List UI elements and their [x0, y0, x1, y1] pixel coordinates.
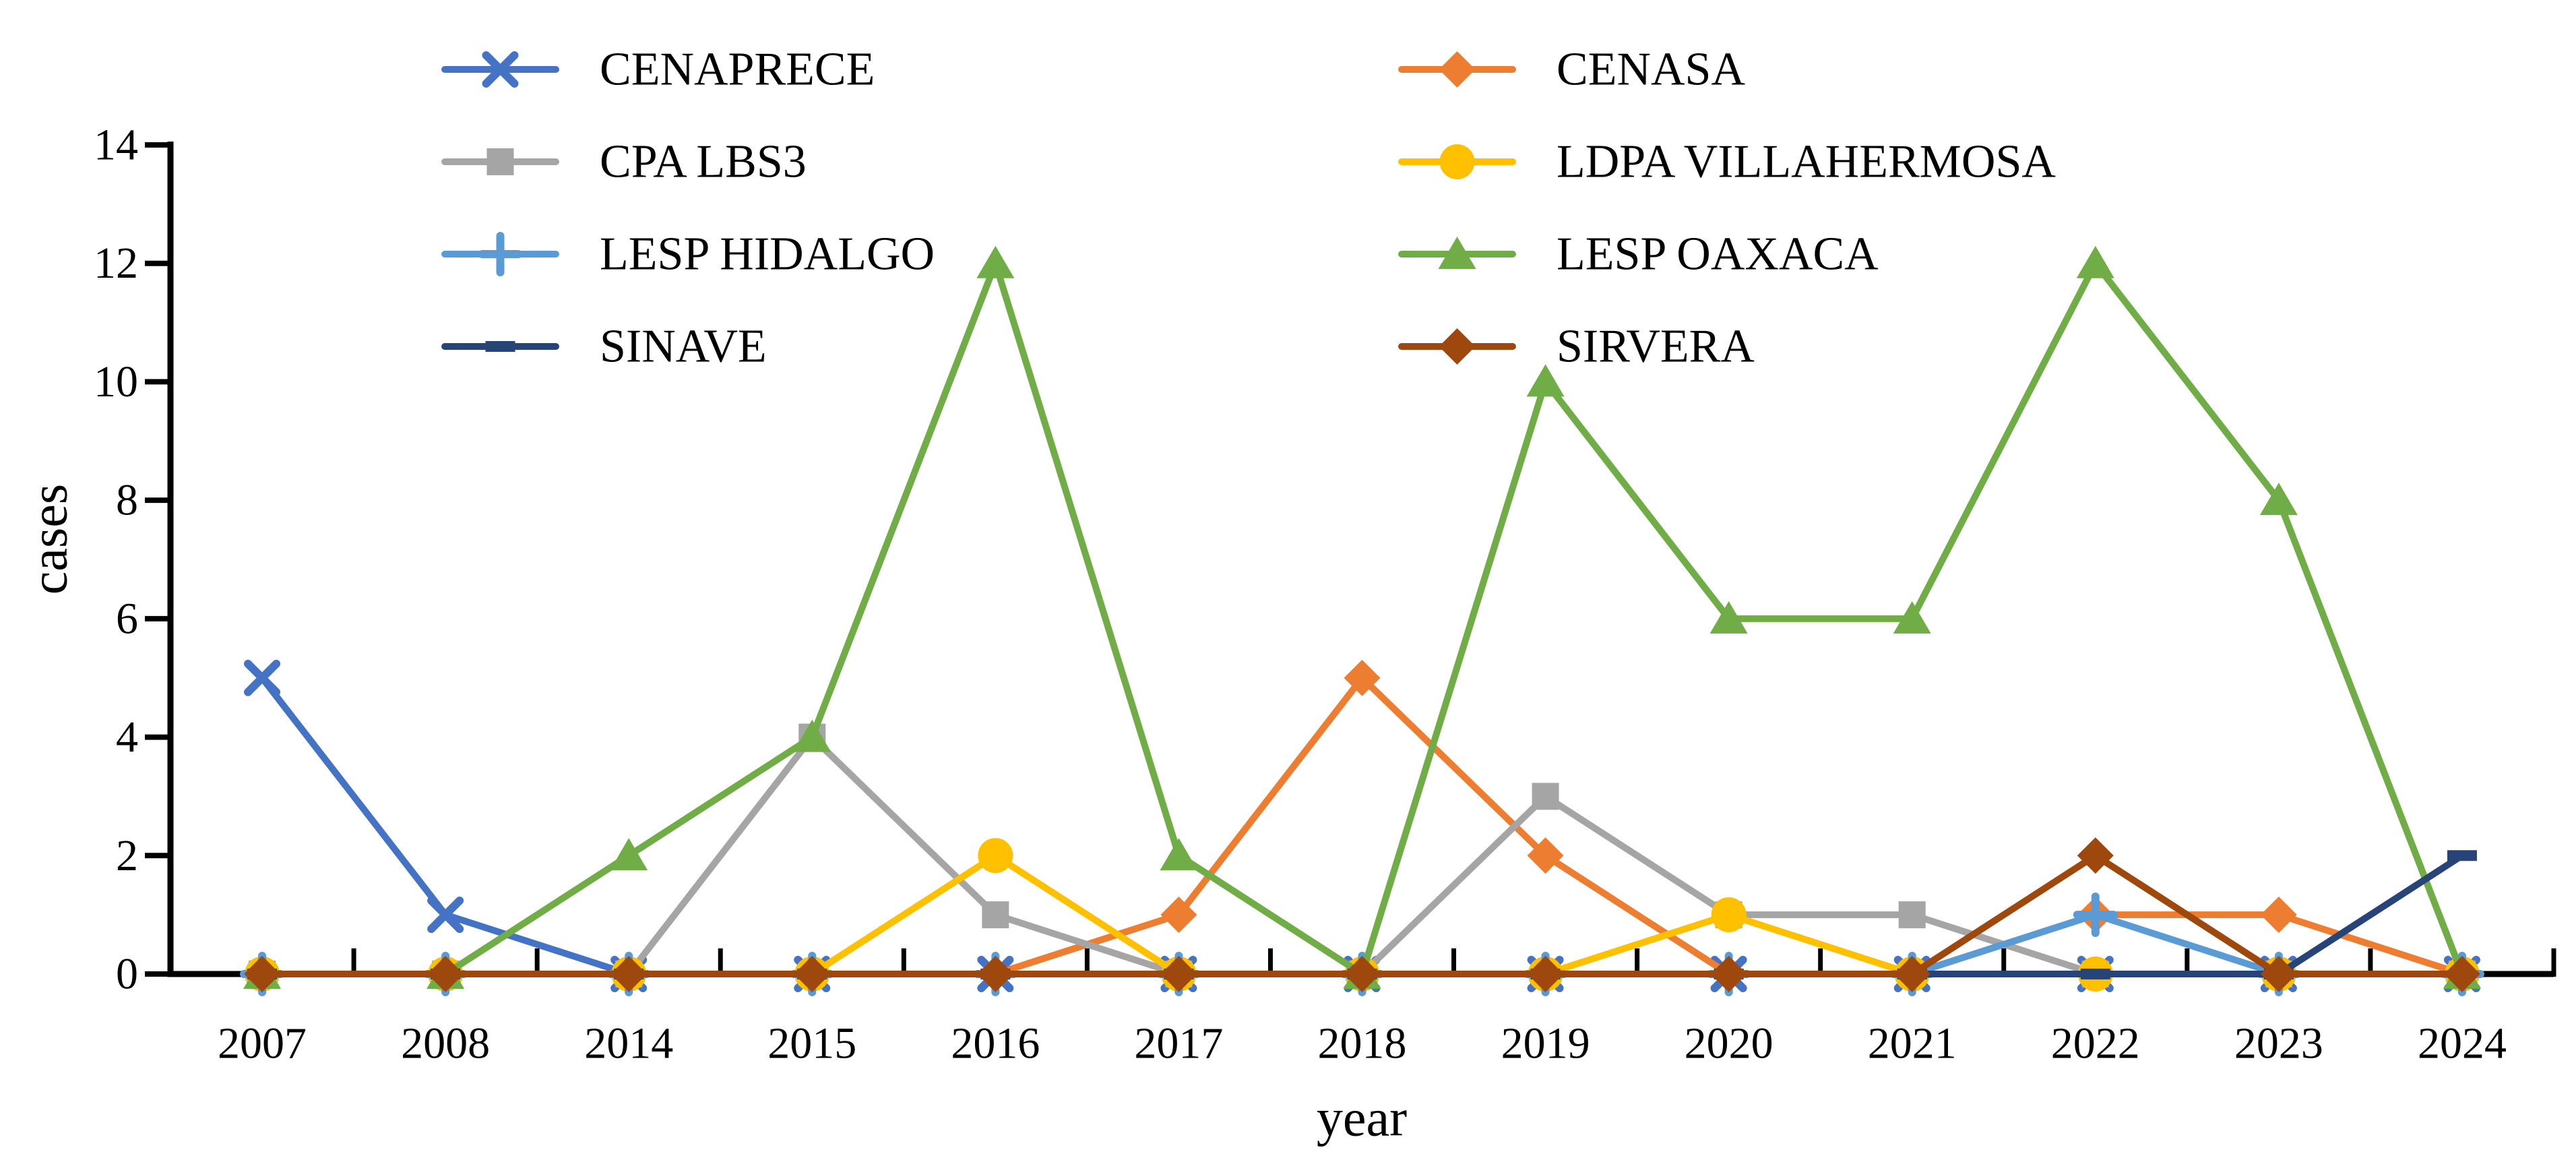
y-tick-label: 14	[94, 121, 138, 170]
marker-diamond	[1160, 956, 1197, 992]
legend-item-CENAPRECE: CENAPRECE	[441, 44, 875, 96]
series-line-LESP-OAXACA	[259, 260, 2465, 977]
axis-layer: 0 2 4 6 8 10 12 14 2007 2008 2014 2015 2016 2017 2018 2…	[94, 121, 2556, 1068]
x-tick-label: 2023	[2234, 1019, 2323, 1068]
marker-diamond	[2260, 896, 2297, 934]
marker-dash	[2447, 850, 2477, 861]
series-CPA-LBS3	[249, 723, 2476, 987]
legend-item-SIRVERA: SIRVERA	[1398, 321, 1755, 373]
series-LESP-OAXACA	[243, 245, 2481, 989]
marker-triangle	[610, 838, 648, 871]
marker-diamond	[1439, 328, 1476, 365]
legend-item-LESP-HIDALGO: LESP HIDALGO	[441, 229, 935, 280]
marker-diamond	[977, 956, 1014, 992]
marker-diamond	[244, 956, 281, 992]
marker-diamond	[1527, 956, 1564, 992]
marker-diamond	[1344, 659, 1381, 696]
legend-item-CENASA: CENASA	[1398, 44, 1745, 96]
legend-label: CENASA	[1557, 44, 1745, 96]
x-tick-label: 2007	[218, 1019, 307, 1068]
marker-diamond	[794, 956, 831, 992]
legend-label: LDPA VILLAHERMOSA	[1557, 136, 2056, 188]
legend-item-CPA-LBS3: CPA LBS3	[441, 136, 807, 188]
marker-diamond	[1344, 956, 1381, 992]
x-tick-label: 2024	[2418, 1019, 2507, 1068]
marker-dash	[485, 341, 515, 352]
x-tick-label: 2020	[1685, 1019, 1773, 1068]
marker-triangle	[976, 245, 1015, 278]
marker-circle	[1711, 897, 1747, 933]
marker-triangle	[793, 719, 831, 752]
marker-diamond	[2443, 956, 2480, 992]
marker-dash	[2080, 969, 2110, 979]
marker-diamond	[1893, 956, 1930, 992]
marker-triangle	[1160, 838, 1198, 871]
marker-diamond	[2260, 956, 2297, 992]
legend-label: SIRVERA	[1557, 321, 1755, 373]
series-CENAPRECE	[244, 659, 2480, 992]
y-tick-label: 0	[116, 950, 138, 999]
legend-layer: CENAPRECE CENASA CPA LBS3 LDPA VILLAHERMOSA…	[441, 44, 2056, 373]
marker-diamond	[2077, 837, 2114, 874]
marker-x	[427, 896, 464, 934]
x-tick-label: 2019	[1501, 1019, 1590, 1068]
x-tick-label: 2008	[401, 1019, 490, 1068]
series-line-CPA-LBS3	[259, 733, 2465, 977]
marker-diamond	[610, 956, 648, 992]
legend-item-LESP-OAXACA: LESP OAXACA	[1398, 229, 1879, 280]
y-axis-title: cases	[20, 484, 78, 595]
marker-diamond	[427, 956, 464, 992]
y-tick-label: 12	[94, 239, 138, 288]
marker-diamond	[1527, 837, 1564, 874]
marker-triangle	[2076, 245, 2114, 278]
legend-label: LESP HIDALGO	[600, 229, 935, 280]
marker-square	[1532, 783, 1559, 810]
x-tick-label: 2018	[1318, 1019, 1407, 1068]
legend-label: CENAPRECE	[600, 44, 875, 96]
marker-triangle	[2259, 483, 2298, 516]
marker-circle	[978, 838, 1013, 874]
marker-square	[982, 901, 1009, 929]
marker-diamond	[1439, 51, 1476, 88]
y-tick-label: 8	[116, 476, 138, 525]
legend-label: CPA LBS3	[600, 136, 807, 188]
legend-item-SINAVE: SINAVE	[441, 321, 767, 373]
marker-x	[244, 659, 281, 696]
x-tick-label: 2021	[1868, 1019, 1957, 1068]
x-tick-label: 2017	[1134, 1019, 1223, 1068]
y-tick-label: 10	[94, 357, 138, 406]
marker-triangle	[1438, 237, 1476, 269]
marker-plus	[2073, 892, 2118, 938]
x-tick-label: 2015	[767, 1019, 856, 1068]
marker-plus	[478, 232, 523, 276]
marker-diamond	[1710, 956, 1747, 992]
legend-item-LDPA-VILLAHERMOSA: LDPA VILLAHERMOSA	[1398, 136, 2056, 188]
series-CENASA	[244, 659, 2480, 992]
marker-triangle	[1893, 601, 1931, 634]
marker-square	[486, 148, 514, 175]
legend-label: LESP OAXACA	[1557, 229, 1879, 280]
y-tick-label: 6	[116, 594, 138, 643]
x-tick-label: 2016	[951, 1019, 1040, 1068]
marker-triangle	[1526, 364, 1565, 397]
y-tick-label: 2	[116, 831, 138, 880]
marker-square	[1898, 901, 1926, 929]
x-tick-label: 2014	[584, 1019, 673, 1068]
y-tick-label: 4	[116, 712, 138, 762]
x-axis-title: year	[1317, 1089, 1407, 1147]
marker-diamond	[1160, 896, 1197, 934]
x-tick-label: 2022	[2051, 1019, 2140, 1068]
series-layer	[240, 245, 2484, 996]
marker-x	[482, 51, 519, 88]
marker-triangle	[1709, 601, 1748, 634]
marker-circle	[1439, 144, 1475, 179]
series-SIRVERA	[244, 837, 2480, 992]
legend-label: SINAVE	[600, 321, 767, 373]
